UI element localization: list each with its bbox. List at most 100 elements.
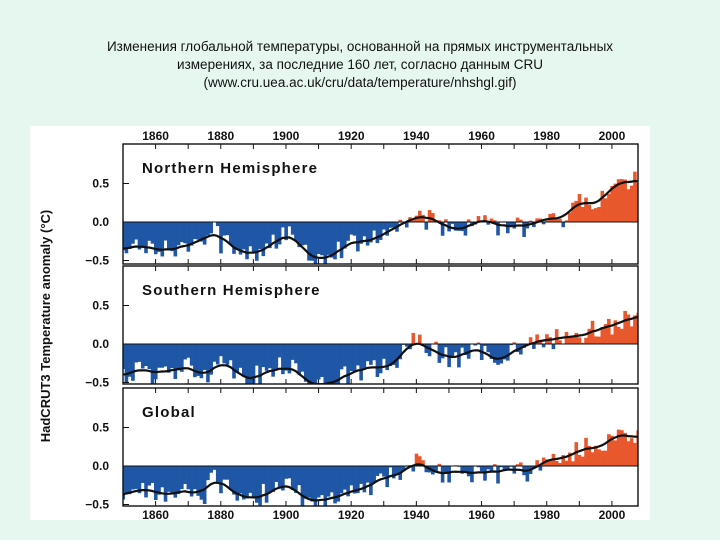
bar-1994 [590,209,595,222]
panel-body [123,171,638,264]
bar-1937 [404,222,409,228]
bar-1965 [496,344,500,365]
bar-1875 [202,466,207,504]
bar-1914 [329,344,334,384]
bar-1926 [369,344,373,365]
bar-1924 [362,222,367,237]
caption-line-3: (www.cru.uea.ac.uk/cru/data/temperature/… [203,75,517,90]
bar-1896 [271,222,275,235]
bar-1884 [232,466,236,495]
bar-1891 [255,466,259,503]
bar-1907 [307,466,311,498]
bar-1852 [127,466,132,495]
bar-2007 [633,171,637,222]
bar-1885 [235,466,240,501]
bar-1902 [290,466,295,491]
bar-1850 [123,466,125,500]
bar-1896 [271,466,275,492]
bar-1912 [323,344,328,384]
bar-1968 [506,222,510,234]
panel-title: Global [142,404,196,421]
bar-1925 [365,222,370,246]
bar-1858 [147,344,152,369]
bar-1876 [206,466,210,481]
bar-1868 [180,344,184,372]
bar-1860 [153,222,158,255]
bar-1878 [212,466,217,470]
bar-1874 [199,466,204,500]
bar-1952 [453,344,458,353]
bar-1881 [222,466,227,480]
bar-1889 [248,222,253,247]
bar-1946 [434,341,438,344]
bar-1858 [147,222,152,241]
bar-1949 [444,466,448,474]
bar-2008 [636,312,638,344]
x-tick-label-top: 1900 [273,129,300,143]
bar-1903 [294,222,298,241]
bar-1980 [545,220,549,222]
bar-1860 [153,344,158,380]
bar-1928 [375,466,380,476]
bar-1928 [375,222,380,244]
slide-caption: Изменения глобальной температуры, основа… [20,38,700,92]
x-tick-label-bottom: 1860 [142,508,169,520]
bar-1865 [170,344,174,369]
bar-1895 [268,222,272,249]
bar-1894 [264,466,269,503]
bar-1951 [450,344,455,358]
bar-1867 [176,344,181,371]
bar-1878 [212,344,217,362]
bar-1870 [186,466,191,490]
bar-1855 [137,344,142,362]
bar-1950 [447,466,451,483]
bar-1871 [189,222,194,246]
bar-2000 [610,334,614,344]
bar-1927 [372,344,376,361]
y-tick-label: 0.5 [92,299,109,313]
bar-1883 [228,344,233,361]
bar-1973 [522,222,526,237]
bar-2004 [623,310,627,344]
bar-1932 [388,344,393,367]
bar-1977 [535,334,539,344]
bar-2004 [623,179,627,222]
bar-1998 [603,324,608,344]
y-tick-label: −0.5 [85,376,109,390]
bar-1998 [603,450,608,466]
bar-1890 [251,344,256,384]
bar-1851 [124,466,129,495]
bar-1872 [193,222,197,240]
bar-1906 [303,466,308,499]
bar-1884 [232,222,236,254]
bar-1944 [427,344,432,357]
bar-1936 [401,466,406,472]
bar-1963 [489,466,494,472]
bar-1954 [460,222,464,232]
bar-1910 [316,466,321,498]
bar-1910 [316,344,321,380]
bar-1861 [157,344,161,368]
bar-2007 [633,315,637,344]
bar-1929 [378,222,383,240]
bar-2003 [620,328,624,344]
bar-1855 [137,466,142,494]
panel-body [123,310,638,384]
bar-1862 [160,466,165,488]
bar-1917 [339,344,344,370]
bar-2005 [626,189,631,222]
bar-1947 [437,220,442,222]
bar-1968 [506,344,510,361]
bar-1964 [492,220,497,222]
bar-1949 [444,344,448,348]
bar-1982 [551,344,556,350]
bar-1890 [251,222,256,253]
bar-1913 [326,222,331,255]
bar-1946 [434,466,438,471]
bar-1942 [421,214,425,222]
bar-1909 [313,222,318,264]
bar-1887 [241,466,246,500]
bar-1885 [235,222,240,250]
bar-1905 [300,344,305,372]
bar-1963 [489,344,494,359]
